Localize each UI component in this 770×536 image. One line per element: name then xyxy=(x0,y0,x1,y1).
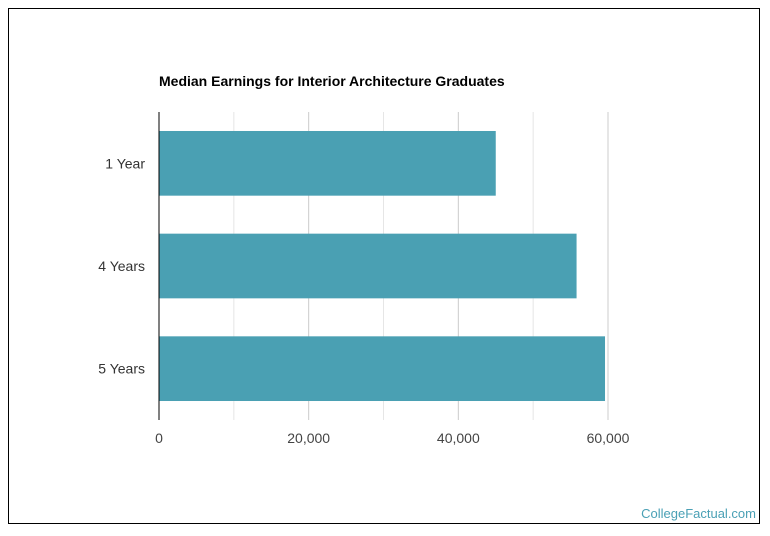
category-label: 1 Year xyxy=(105,155,145,171)
bars xyxy=(159,130,606,402)
labels: 1 Year 4 Years 5 Years 0 20,000 40,000 60,000 xyxy=(98,155,629,446)
category-label: 4 Years xyxy=(98,258,145,274)
bar-4-years xyxy=(159,233,577,299)
bar-1-year xyxy=(159,130,496,196)
x-tick-label: 60,000 xyxy=(587,430,630,446)
bar-5-years xyxy=(159,336,606,402)
x-tick-label: 40,000 xyxy=(437,430,480,446)
x-tick-label: 20,000 xyxy=(287,430,330,446)
category-label: 5 Years xyxy=(98,361,145,377)
chart-frame xyxy=(8,8,760,524)
x-tick-label: 0 xyxy=(155,430,163,446)
source-credit-link[interactable]: CollegeFactual.com xyxy=(641,506,756,521)
chart-title: Median Earnings for Interior Architectur… xyxy=(159,73,505,89)
